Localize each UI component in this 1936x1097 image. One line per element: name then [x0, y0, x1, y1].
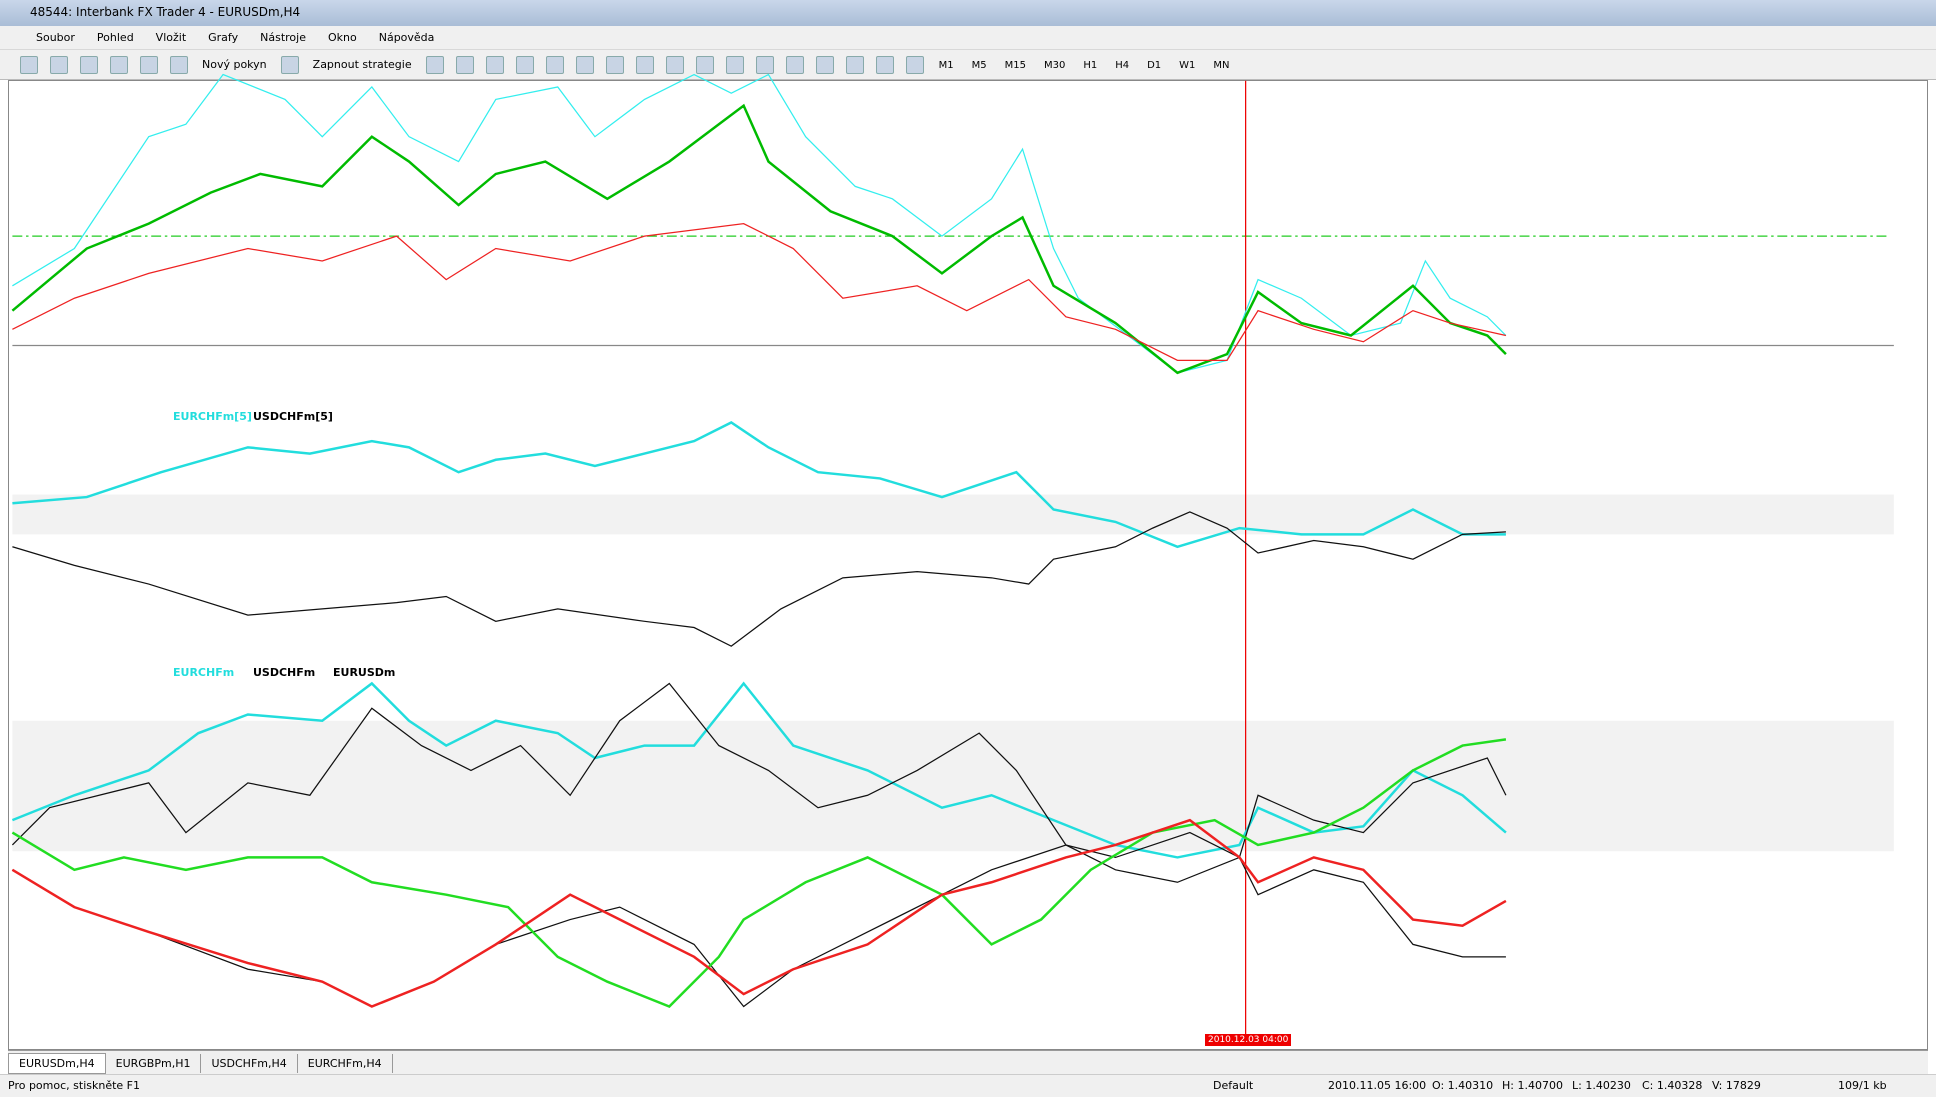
status-open: O: 1.40310	[1432, 1079, 1494, 1092]
price-line	[12, 73, 1507, 374]
timeframe-button[interactable]: MN	[1213, 60, 1230, 71]
status-traffic: 109/1 kb	[1838, 1079, 1887, 1092]
icon[interactable]	[815, 55, 834, 74]
chart-tab[interactable]: USDCHFm,H4	[201, 1053, 298, 1073]
icon[interactable]	[80, 55, 98, 74]
indicator-line	[12, 421, 1506, 549]
indicator-line	[11, 682, 1507, 883]
status-profile: Default	[1213, 1079, 1254, 1092]
icon[interactable]	[280, 55, 299, 74]
menu-item[interactable]: Okno	[327, 31, 357, 44]
icon[interactable]	[695, 55, 714, 74]
menu-item[interactable]: Vložit	[155, 31, 187, 44]
indicator-label: USDCHFm	[253, 666, 316, 679]
status-low: L: 1.40230	[1572, 1079, 1631, 1092]
chart-tab[interactable]: EURGBPm,H1	[106, 1053, 202, 1073]
icon[interactable]	[485, 55, 504, 74]
chart-tab[interactable]: EURCHFm,H4	[298, 1053, 393, 1073]
menu-item[interactable]: Pohled	[96, 31, 134, 44]
toolbar: Nový pokyn Zapnout strategie M1 M5 M15 M30 H…	[0, 50, 1936, 80]
status-bar: Pro pomoc, stiskněte F1 Default 2010.11.…	[0, 1074, 1936, 1097]
icon[interactable]	[665, 55, 684, 74]
icon[interactable]	[605, 55, 624, 74]
icon[interactable]	[515, 55, 534, 74]
chart-tab[interactable]: EURUSDm,H4	[8, 1052, 106, 1074]
timeframe-button[interactable]: H4	[1115, 60, 1130, 71]
chart-tabs: EURUSDm,H4 EURGBPm,H1 USDCHFm,H4 EURCHFm,H4	[8, 1050, 1928, 1075]
indicator-label: EURCHFm	[173, 666, 235, 679]
window-title: 48544: Interbank FX Trader 4 - EURUSDm,H…	[30, 5, 301, 19]
status-close: C: 1.40328	[1642, 1079, 1703, 1092]
timeframe-button[interactable]: M15	[1004, 60, 1026, 71]
status-volume: V: 17829	[1712, 1079, 1761, 1092]
status-help: Pro pomoc, stiskněte F1	[8, 1079, 140, 1092]
indicator-label: EURCHFm[5]	[173, 410, 252, 423]
icon[interactable]	[50, 55, 68, 74]
icon[interactable]	[110, 55, 128, 74]
indicator-line	[11, 681, 1507, 859]
level-band	[12, 494, 1894, 535]
icon[interactable]	[725, 55, 744, 74]
icon[interactable]	[545, 55, 564, 74]
menu-item[interactable]: Nástroje	[260, 31, 306, 44]
timeframe-button[interactable]: D1	[1147, 60, 1162, 71]
icon[interactable]	[905, 55, 924, 74]
icon[interactable]	[425, 55, 444, 74]
price-line	[12, 223, 1507, 361]
timeframe-button[interactable]: M1	[938, 60, 954, 71]
status-high: H: 1.40700	[1502, 1079, 1563, 1092]
icon[interactable]	[845, 55, 864, 74]
menu-bar: Soubor Pohled Vložit Grafy Nástroje Okno Nápov…	[0, 26, 1936, 50]
menu-item[interactable]: Soubor	[36, 31, 75, 44]
strategies-button[interactable]: Zapnout strategie	[312, 58, 412, 71]
indicator-label: EURUSDm	[333, 666, 396, 679]
icon[interactable]	[875, 55, 894, 74]
indicator-line	[11, 738, 1507, 1008]
level-band	[12, 720, 1894, 852]
timeframes: M1 M5 M15 M30 H1 H4 D1 W1 MN	[930, 58, 1239, 71]
candles	[11, 103, 1507, 375]
icon[interactable]	[170, 55, 188, 74]
timeframe-button[interactable]: W1	[1179, 60, 1196, 71]
timeframe-button[interactable]: M30	[1043, 60, 1066, 71]
icon[interactable]	[785, 55, 804, 74]
indicator-line	[12, 511, 1506, 647]
icon[interactable]	[575, 55, 594, 74]
timeframe-button[interactable]: H1	[1083, 60, 1098, 71]
new-order-button[interactable]: Nový pokyn	[202, 58, 267, 71]
status-time: 2010.11.05 16:00	[1328, 1079, 1427, 1092]
menu-item[interactable]: Grafy	[208, 31, 239, 44]
icon[interactable]	[140, 55, 158, 74]
timeframe-button[interactable]: M5	[971, 60, 987, 71]
icon[interactable]	[20, 55, 38, 74]
indicator-label: USDCHFm[5]	[253, 410, 333, 423]
icon[interactable]	[635, 55, 654, 74]
icon[interactable]	[755, 55, 774, 74]
indicator-line	[11, 818, 1507, 1008]
cursor-time: 2010.12.03 04:00	[1205, 1034, 1292, 1046]
title-bar: 48544: Interbank FX Trader 4 - EURUSDm,H…	[0, 0, 1936, 26]
menu-item[interactable]: Nápověda	[378, 31, 435, 44]
icon[interactable]	[455, 55, 474, 74]
